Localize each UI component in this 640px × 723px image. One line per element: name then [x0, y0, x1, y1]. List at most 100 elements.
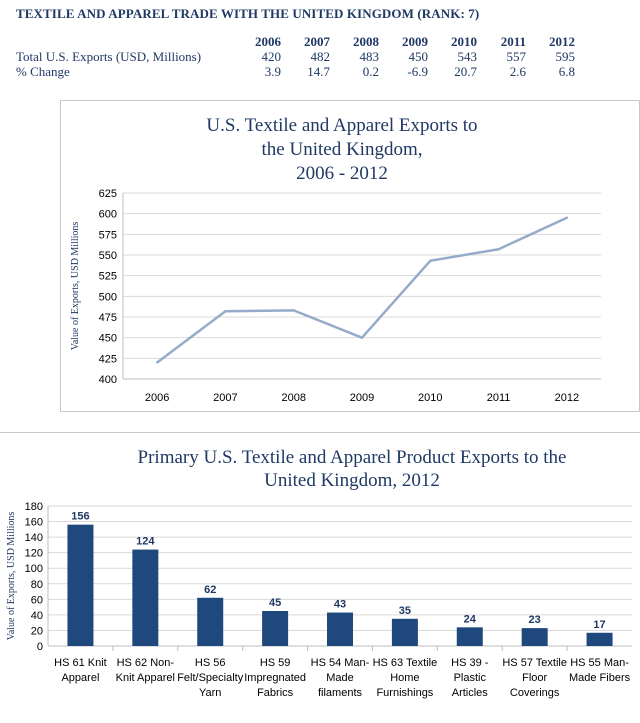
bar — [521, 628, 548, 646]
row-label: % Change — [16, 64, 70, 79]
row-label: Total U.S. Exports (USD, Millions) — [16, 49, 202, 64]
x-category-label: Plastic — [454, 672, 487, 684]
table-cell: 557 — [506, 49, 527, 64]
table-cell: -6.9 — [407, 64, 428, 79]
table-corner — [16, 34, 232, 49]
data-point — [292, 309, 295, 312]
bar — [586, 632, 613, 646]
x-category-label: Felt/Specialty — [177, 672, 244, 684]
bar — [262, 611, 289, 646]
bar-chart-panel: Primary U.S. Textile and Apparel Product… — [0, 432, 640, 723]
bar-data-label: 35 — [399, 605, 411, 617]
chart-title-line: the United Kingdom, — [262, 139, 423, 160]
year-header: 2012 — [549, 34, 575, 49]
x-tick-label: 2006 — [145, 392, 169, 404]
table-header-row: 2006 2007 2008 2009 2010 2011 2012 — [16, 34, 575, 49]
year-header: 2006 — [255, 34, 281, 49]
table-cell: 420 — [261, 49, 282, 64]
x-category-label: HS 56 — [195, 657, 226, 669]
y-tick-label: 20 — [31, 625, 43, 637]
bar-data-label: 156 — [71, 511, 89, 523]
y-tick-label: 525 — [99, 271, 117, 283]
x-category-label: HS 39 - — [451, 657, 489, 669]
x-category-label: Made Fibers — [569, 672, 631, 684]
x-category-label: filaments — [318, 687, 363, 699]
bar-data-label: 62 — [204, 584, 216, 596]
chart-title-line: Primary U.S. Textile and Apparel Product… — [138, 447, 567, 468]
x-category-label: HS 59 — [260, 657, 291, 669]
bar — [132, 549, 159, 646]
x-category-label: HS 61 Knit — [54, 657, 107, 669]
trade-summary-table: 2006 2007 2008 2009 2010 2011 2012 Total… — [16, 34, 575, 79]
table-cell: 595 — [555, 49, 576, 64]
bar-data-label: 23 — [529, 614, 541, 626]
y-tick-label: 475 — [99, 312, 117, 324]
bar-data-label: 43 — [334, 599, 346, 611]
y-tick-label: 425 — [99, 353, 117, 365]
series-line — [156, 216, 568, 364]
y-axis-label: Value of Exports, USD Millions — [70, 222, 81, 351]
x-tick-label: 2007 — [213, 392, 237, 404]
year-header: 2009 — [402, 34, 428, 49]
table-cell: 20.7 — [454, 64, 477, 79]
x-category-label: HS 62 Non- — [117, 657, 175, 669]
chart-title-line: U.S. Textile and Apparel Exports to — [206, 115, 477, 136]
table-cell: 482 — [310, 49, 331, 64]
y-tick-label: 0 — [37, 641, 43, 653]
page-title: TEXTILE AND APPAREL TRADE WITH THE UNITE… — [16, 6, 480, 21]
x-category-label: HS 63 Textile — [373, 657, 438, 669]
y-tick-label: 40 — [31, 610, 43, 622]
y-tick-label: 140 — [25, 532, 43, 544]
bar — [327, 612, 353, 646]
x-category-label: HS 57 Textile — [502, 657, 567, 669]
table-row: % Change 3.9 14.7 0.2 -6.9 20.7 2.6 6.8 — [16, 64, 575, 79]
data-point — [429, 259, 432, 262]
y-axis-label: Value of Exports, USD Millions — [6, 512, 17, 641]
bar — [456, 627, 483, 646]
table-cell: 450 — [408, 49, 429, 64]
table-cell: 3.9 — [264, 64, 281, 79]
table-cell: 543 — [457, 49, 478, 64]
x-category-label: Apparel — [61, 672, 99, 684]
bar-chart: Primary U.S. Textile and Apparel Product… — [6, 447, 632, 699]
year-header: 2011 — [500, 34, 526, 49]
bar-data-label: 17 — [593, 619, 605, 631]
year-header: 2010 — [451, 34, 477, 49]
x-tick-label: 2009 — [350, 392, 374, 404]
table-cell: 14.7 — [307, 64, 330, 79]
data-point — [565, 216, 569, 219]
table-cell: 2.6 — [509, 64, 526, 79]
y-tick-label: 180 — [25, 501, 43, 513]
y-tick-label: 450 — [99, 333, 117, 345]
x-category-label: Floor — [522, 672, 547, 684]
line-chart-panel: U.S. Textile and Apparel Exports to the U… — [60, 100, 640, 412]
x-category-label: Impregnated — [244, 672, 306, 684]
y-tick-label: 575 — [99, 229, 117, 241]
data-point — [497, 248, 500, 251]
table-row: Total U.S. Exports (USD, Millions) 420 4… — [16, 49, 575, 64]
table-cell: 0.2 — [362, 64, 379, 79]
table-cell: 483 — [359, 49, 380, 64]
x-category-label: Home — [390, 672, 419, 684]
data-point — [360, 336, 364, 339]
line-chart: U.S. Textile and Apparel Exports to the U… — [70, 115, 601, 404]
y-tick-label: 500 — [99, 291, 117, 303]
x-category-label: Made — [326, 672, 354, 684]
data-point — [224, 310, 227, 313]
y-tick-label: 100 — [25, 563, 43, 575]
bar — [197, 597, 224, 646]
x-category-label: Articles — [452, 687, 489, 699]
y-tick-label: 120 — [25, 548, 43, 560]
data-point — [155, 361, 159, 364]
table-cell: 6.8 — [558, 64, 575, 79]
x-category-label: Coverings — [510, 687, 560, 699]
y-tick-label: 600 — [99, 209, 117, 221]
x-category-label: Fabrics — [257, 687, 294, 699]
y-tick-label: 60 — [31, 594, 43, 606]
x-category-label: HS 55 Man- — [570, 657, 629, 669]
x-tick-label: 2010 — [418, 392, 442, 404]
x-category-label: HS 54 Man- — [311, 657, 370, 669]
bar-data-label: 45 — [269, 597, 281, 609]
chart-title-line: United Kingdom, 2012 — [264, 470, 440, 491]
bar — [391, 618, 418, 646]
